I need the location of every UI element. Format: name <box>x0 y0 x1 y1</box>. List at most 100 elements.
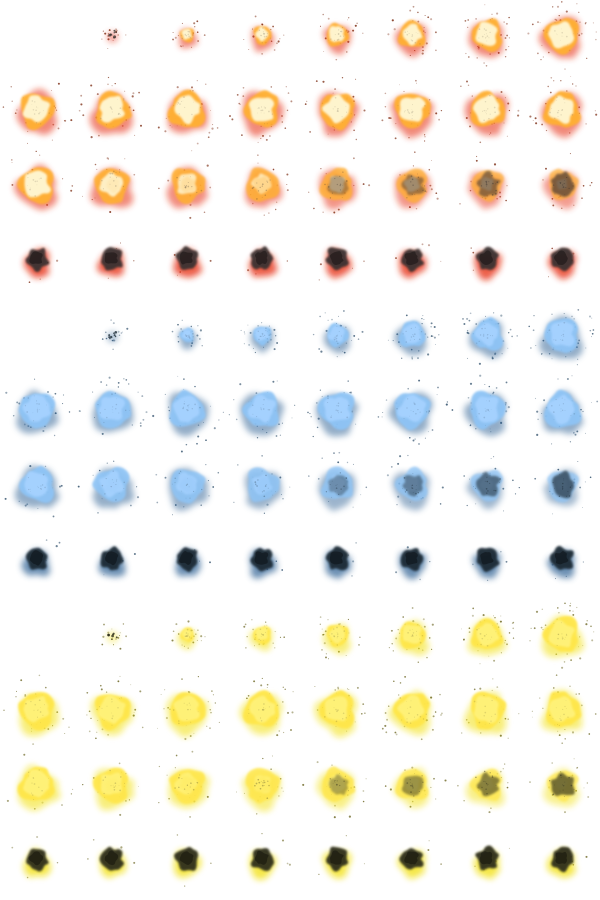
explosion-peak-icon <box>377 379 449 445</box>
explosion-fade-icon <box>302 761 367 819</box>
explosion-frame-electric-3 <box>150 600 225 675</box>
explosion-frame-ice-1 <box>0 300 75 375</box>
explosion-expand-icon <box>387 5 437 58</box>
explosion-frame-electric-19 <box>150 750 225 825</box>
explosion-frame-ice-2 <box>75 300 150 375</box>
explosion-spark-icon <box>101 319 129 351</box>
explosion-frame-fire-14 <box>375 75 450 150</box>
explosion-frame-electric-32 <box>525 825 600 900</box>
explosion-frame-fire-24 <box>525 150 600 225</box>
explosion-frame-ice-8 <box>525 300 600 375</box>
explosion-fade-icon <box>457 763 509 814</box>
explosion-peak-icon <box>239 677 294 737</box>
explosion-frame-electric-2 <box>75 600 150 675</box>
explosion-fade-icon <box>534 461 592 515</box>
explosion-frame-fire-10 <box>75 75 150 150</box>
explosion-ignite-icon <box>243 619 285 651</box>
explosion-smoke-icon <box>547 846 588 878</box>
explosion-ignite-icon <box>240 322 278 354</box>
explosion-frame-electric-5 <box>300 600 375 675</box>
explosion-frame-fire-3 <box>150 0 225 75</box>
explosion-frame-electric-8 <box>525 600 600 675</box>
explosion-smoke-icon <box>249 547 284 579</box>
explosion-frame-electric-10 <box>75 675 150 750</box>
explosion-frame-ice-24 <box>525 450 600 525</box>
explosion-frame-electric-7 <box>450 600 525 675</box>
explosion-frame-ice-25 <box>0 525 75 600</box>
explosion-smoke-icon <box>87 839 136 878</box>
explosion-frame-electric-24 <box>525 750 600 825</box>
explosion-frame-fire-28 <box>225 225 300 300</box>
explosion-peak-icon <box>5 378 71 437</box>
explosion-smoke-icon <box>473 845 510 880</box>
explosion-spark-icon <box>0 0 75 75</box>
explosion-peak-icon <box>461 678 520 739</box>
explosion-frame-electric-15 <box>450 675 525 750</box>
explosion-fade-icon <box>459 155 508 209</box>
explosion-frame-electric-31 <box>450 825 525 900</box>
explosion-frame-ice-6 <box>375 300 450 375</box>
explosion-peak-icon <box>157 80 219 145</box>
explosion-frame-ice-27 <box>150 525 225 600</box>
explosion-fade-icon <box>77 460 140 514</box>
explosion-frame-fire-13 <box>300 75 375 150</box>
explosion-smoke-icon <box>546 545 584 580</box>
explosion-frame-ice-21 <box>300 450 375 525</box>
explosion-ignite-icon <box>243 15 285 55</box>
explosion-spark-icon <box>101 623 127 650</box>
explosion-smoke-icon <box>247 246 288 278</box>
explosion-frame-electric-18 <box>75 750 150 825</box>
explosion-fade-icon <box>384 766 447 809</box>
explosion-frame-fire-12 <box>225 75 300 150</box>
explosion-frame-ice-13 <box>300 375 375 450</box>
explosion-frame-fire-32 <box>525 225 600 300</box>
explosion-frame-ice-7 <box>450 300 525 375</box>
explosion-frame-fire-20 <box>225 150 300 225</box>
explosion-fade-icon <box>11 150 74 210</box>
explosion-frame-electric-21 <box>300 750 375 825</box>
explosion-frame-ice-15 <box>450 374 525 450</box>
explosion-frame-electric-22 <box>375 750 450 825</box>
explosion-peak-icon <box>157 676 220 741</box>
explosion-fade-icon <box>308 451 368 511</box>
explosion-fade-icon <box>245 154 289 216</box>
explosion-frame-fire-2 <box>75 0 150 75</box>
explosion-smoke-icon <box>249 832 291 880</box>
explosion-peak-icon <box>2 82 73 144</box>
explosion-frame-fire-6 <box>375 0 450 75</box>
explosion-smoke-icon <box>397 840 442 879</box>
explosion-frame-ice-29 <box>300 525 375 600</box>
explosion-frame-fire-21 <box>300 150 375 225</box>
explosion-smoke-icon <box>173 246 212 278</box>
explosion-fade-icon <box>82 157 136 214</box>
explosion-frame-electric-6 <box>375 600 450 675</box>
explosion-frame-electric-29 <box>300 825 375 900</box>
explosion-fade-icon <box>386 454 444 511</box>
explosion-smoke-icon <box>97 242 135 279</box>
explosion-smoke-icon <box>470 246 502 281</box>
explosion-frame-ice-30 <box>375 525 450 600</box>
explosion-fade-icon <box>529 758 590 814</box>
explosion-frame-electric-23 <box>450 750 525 825</box>
explosion-peak-icon <box>529 76 598 138</box>
explosion-frame-fire-23 <box>450 150 525 225</box>
explosion-frame-fire-26 <box>75 225 150 300</box>
explosion-expand-icon <box>319 616 361 660</box>
explosion-smoke-icon <box>318 247 365 281</box>
explosion-expand-icon <box>528 309 595 366</box>
explosion-frame-fire-16 <box>525 75 600 150</box>
explosion-frame-ice-3 <box>150 300 225 375</box>
explosion-expand-icon <box>527 1 597 70</box>
explosion-frame-fire-18 <box>75 150 150 225</box>
explosion-frame-fire-19 <box>150 150 225 225</box>
explosion-peak-icon <box>534 375 599 445</box>
explosion-ignite-icon <box>171 319 203 350</box>
explosion-frame-electric-14 <box>375 675 450 750</box>
explosion-ignite-icon <box>172 20 206 49</box>
explosion-peak-icon <box>78 76 142 139</box>
explosion-fade-icon <box>394 151 439 210</box>
explosion-smoke-icon <box>173 834 212 887</box>
explosion-peak-icon <box>531 674 597 745</box>
explosion-frame-ice-9 <box>0 375 75 450</box>
